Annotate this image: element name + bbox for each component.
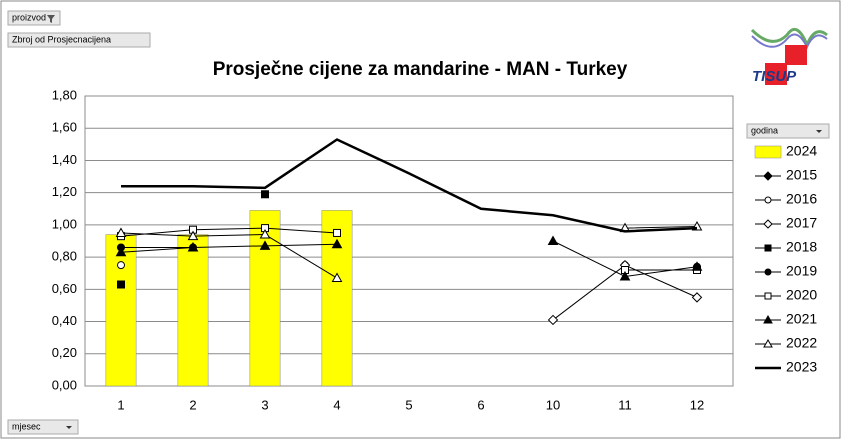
chart-title: Prosječne cijene za mandarine - MAN - Tu…	[213, 59, 628, 80]
value-field-box[interactable]	[7, 32, 151, 48]
legend-item: 2017	[755, 215, 817, 231]
legend-label: 2021	[786, 311, 817, 327]
filter-label[interactable]: proizvod	[12, 12, 46, 22]
y-tick-label: 1,40	[52, 152, 77, 167]
legend-item: 2021	[755, 311, 817, 327]
bar	[105, 234, 137, 387]
bar	[177, 234, 209, 387]
marker	[764, 196, 772, 204]
x-tick-label: 1	[117, 397, 124, 412]
x-tick-label: 6	[477, 397, 484, 412]
marker	[619, 270, 631, 281]
marker	[187, 241, 199, 252]
dropdown-arrow	[66, 426, 72, 429]
y-tick-label: 0,80	[52, 249, 77, 264]
series-line	[120, 227, 697, 271]
legend-label: 2023	[786, 359, 817, 375]
marker	[331, 272, 343, 283]
marker	[764, 268, 772, 276]
axis-field-label[interactable]: mjesec	[12, 421, 41, 431]
legend-label: 2018	[786, 239, 817, 255]
series-line	[121, 138, 698, 233]
value-field-label[interactable]: Zbroj od Prosjecnacijena	[12, 34, 111, 44]
legend-item: 2020	[755, 287, 817, 303]
marker	[331, 238, 343, 249]
legend-item: 2019	[755, 263, 817, 279]
axis-field-box[interactable]	[7, 419, 79, 435]
logo-square	[785, 45, 807, 65]
dropdown-arrow	[816, 130, 822, 133]
y-tick-label: 1,80	[52, 87, 77, 102]
x-tick-label: 3	[261, 397, 268, 412]
legend-item: 2016	[755, 191, 817, 207]
logo: TISUP	[750, 27, 828, 85]
marker	[763, 338, 773, 348]
logo-wave	[751, 33, 828, 50]
legend-label: 2019	[786, 263, 817, 279]
legend-swatch	[754, 145, 782, 159]
marker	[259, 240, 271, 250]
legend-item: 2023	[755, 359, 817, 375]
legend-label: 2016	[786, 191, 817, 207]
marker	[261, 190, 269, 199]
x-tick-label: 4	[333, 397, 340, 412]
logo-square	[765, 63, 787, 85]
legend-item: 2018	[755, 239, 817, 255]
marker	[547, 235, 559, 245]
marker	[187, 230, 199, 241]
legend-item: 2015	[755, 167, 817, 183]
x-tick-label: 12	[690, 397, 704, 412]
legend-label: 2020	[786, 287, 817, 303]
legend-field-box[interactable]	[746, 123, 830, 139]
legend-field-label[interactable]: godina	[751, 125, 778, 135]
x-tick-label: 5	[405, 397, 412, 412]
legend-label: 2024	[786, 143, 817, 159]
marker	[117, 261, 125, 270]
marker	[259, 229, 271, 239]
marker	[691, 261, 703, 271]
y-tick-label: 0,60	[52, 281, 77, 296]
marker	[764, 292, 772, 300]
logo-wave	[750, 27, 828, 50]
legend-item: 2024	[754, 143, 817, 159]
legend-label: 2022	[786, 335, 817, 351]
marker	[763, 219, 773, 229]
y-tick-label: 1,60	[52, 120, 77, 135]
marker	[115, 246, 127, 257]
marker	[333, 228, 341, 237]
legend-label: 2017	[786, 215, 817, 231]
y-tick-label: 1,20	[52, 184, 77, 199]
logo-text: TISUP	[752, 68, 797, 85]
x-tick-label: 2	[189, 397, 196, 412]
filter-icon	[47, 15, 55, 23]
y-tick-label: 0,00	[52, 377, 77, 392]
legend-label: 2015	[786, 167, 817, 183]
series-line	[120, 226, 698, 279]
filter-box[interactable]	[7, 10, 61, 26]
x-tick-label: 10	[546, 397, 560, 412]
y-tick-label: 0,20	[52, 345, 77, 360]
marker	[763, 171, 773, 181]
marker	[117, 280, 125, 289]
marker	[763, 314, 773, 324]
legend-item: 2022	[755, 335, 817, 351]
marker	[547, 314, 559, 326]
x-tick-label: 11	[618, 397, 632, 412]
filter-button[interactable]: proizvod	[7, 10, 61, 26]
bar	[249, 210, 281, 387]
marker	[115, 227, 127, 237]
marker	[764, 244, 772, 252]
marker	[691, 292, 703, 303]
y-tick-label: 0,40	[52, 313, 77, 328]
y-tick-label: 1,00	[52, 216, 77, 231]
